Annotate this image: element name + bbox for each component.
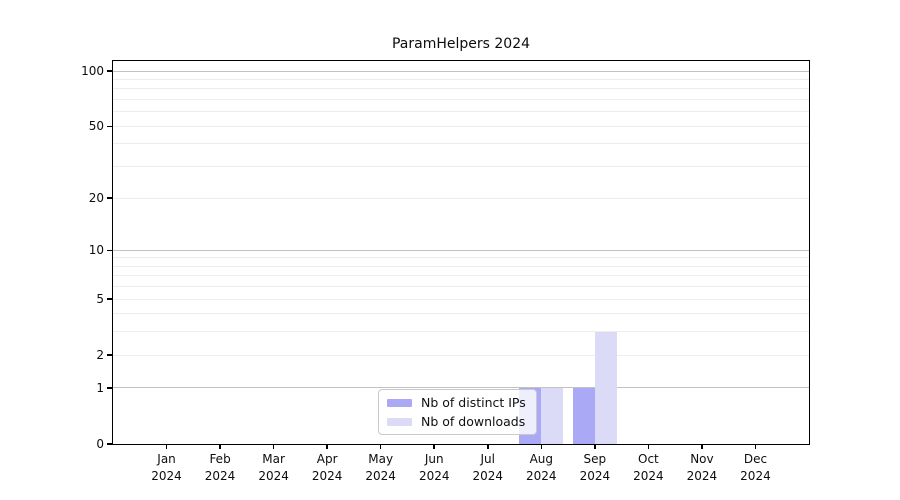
- gridline-major: [113, 70, 809, 72]
- gridline-minor: [113, 313, 809, 315]
- x-tick-mark: [433, 444, 435, 449]
- gridline-minor: [113, 79, 809, 81]
- bar-downloads: [594, 331, 617, 444]
- x-tick-mark: [540, 444, 543, 449]
- x-tick-mark: [272, 444, 275, 449]
- x-tick-mark: [647, 444, 650, 449]
- x-tick-mark: [165, 444, 168, 449]
- gridline-minor: [113, 265, 809, 267]
- x-tick-label: Aug 2024: [526, 452, 557, 483]
- bar-downloads: [541, 387, 564, 444]
- gridline-minor: [113, 275, 809, 277]
- x-tick-mark: [701, 444, 703, 449]
- gridline-major: [113, 249, 809, 251]
- x-tick-label: May 2024: [365, 452, 396, 483]
- gridline-major: [113, 387, 809, 389]
- y-tick-mark: [107, 354, 113, 356]
- gridline-minor: [113, 166, 809, 168]
- chart-title: ParamHelpers 2024: [391, 36, 531, 52]
- bar-distinct-ips: [572, 387, 595, 444]
- legend-swatch-distinct-ips: [387, 398, 412, 407]
- y-tick-label: 20: [88, 191, 104, 206]
- legend-row: Nb of downloads: [387, 414, 526, 429]
- plot-area: Nb of distinct IPs Nb of downloads: [112, 60, 810, 445]
- x-tick-label: Jul 2024: [472, 452, 504, 483]
- gridline-minor: [113, 99, 809, 101]
- y-tick-mark: [107, 387, 113, 389]
- y-tick-mark: [107, 197, 113, 199]
- gridline-minor: [113, 125, 809, 127]
- gridline-minor: [113, 197, 809, 199]
- y-tick-label: 1: [96, 380, 104, 395]
- gridline-minor: [113, 257, 809, 259]
- legend-row: Nb of distinct IPs: [387, 395, 526, 410]
- legend-label: Nb of distinct IPs: [421, 395, 526, 410]
- x-tick-mark: [754, 444, 757, 449]
- y-tick-label: 100: [81, 64, 104, 79]
- y-tick-mark: [107, 298, 113, 300]
- y-tick-label: 10: [88, 243, 104, 258]
- gridline-minor: [113, 331, 809, 333]
- gridline-minor: [113, 88, 809, 90]
- gridline-minor: [113, 111, 809, 113]
- gridline-minor: [113, 354, 809, 356]
- x-tick-mark: [326, 444, 328, 449]
- y-tick-mark: [107, 249, 113, 252]
- x-tick-mark: [379, 444, 382, 449]
- legend-label: Nb of downloads: [421, 414, 526, 429]
- x-tick-label: Mar 2024: [258, 452, 289, 483]
- x-tick-label: Dec 2024: [740, 452, 771, 483]
- y-tick-label: 0: [96, 437, 104, 451]
- x-tick-label: Sep 2024: [579, 452, 611, 483]
- legend-swatch-downloads: [387, 417, 412, 426]
- x-tick-label: Jan 2024: [151, 452, 182, 483]
- gridline-minor: [113, 298, 809, 300]
- x-tick-mark: [219, 444, 221, 449]
- y-tick-mark: [107, 443, 113, 445]
- y-tick-mark: [107, 70, 113, 72]
- y-tick-label: 50: [88, 119, 104, 134]
- y-tick-mark: [107, 125, 113, 128]
- y-tick-label: 5: [96, 292, 104, 307]
- gridline-minor: [113, 143, 809, 145]
- x-tick-label: Oct 2024: [633, 452, 664, 483]
- x-tick-label: Apr 2024: [311, 452, 343, 483]
- gridline-minor: [113, 286, 809, 288]
- x-tick-mark: [594, 444, 596, 449]
- x-tick-label: Feb 2024: [204, 452, 236, 483]
- y-tick-label: 2: [96, 348, 104, 363]
- x-tick-mark: [487, 444, 489, 449]
- x-tick-label: Jun 2024: [418, 452, 450, 483]
- x-tick-label: Nov 2024: [686, 452, 718, 483]
- legend: Nb of distinct IPs Nb of downloads: [378, 389, 537, 435]
